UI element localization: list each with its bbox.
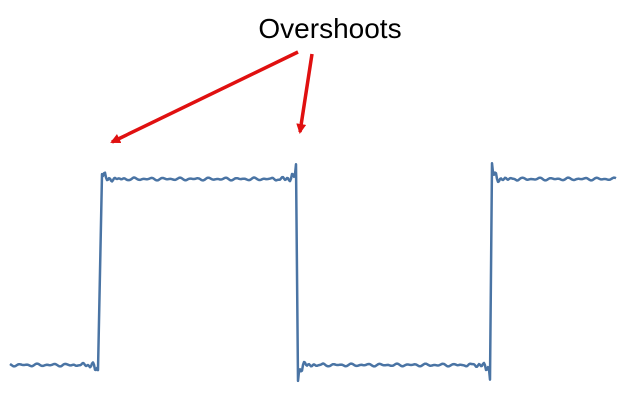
square-wave-signal (9, 161, 617, 383)
arrow-to-first-overshoot (110, 50, 299, 144)
overshoots-label: Overshoots (258, 13, 401, 44)
arrow-to-second-overshoot (296, 53, 314, 134)
